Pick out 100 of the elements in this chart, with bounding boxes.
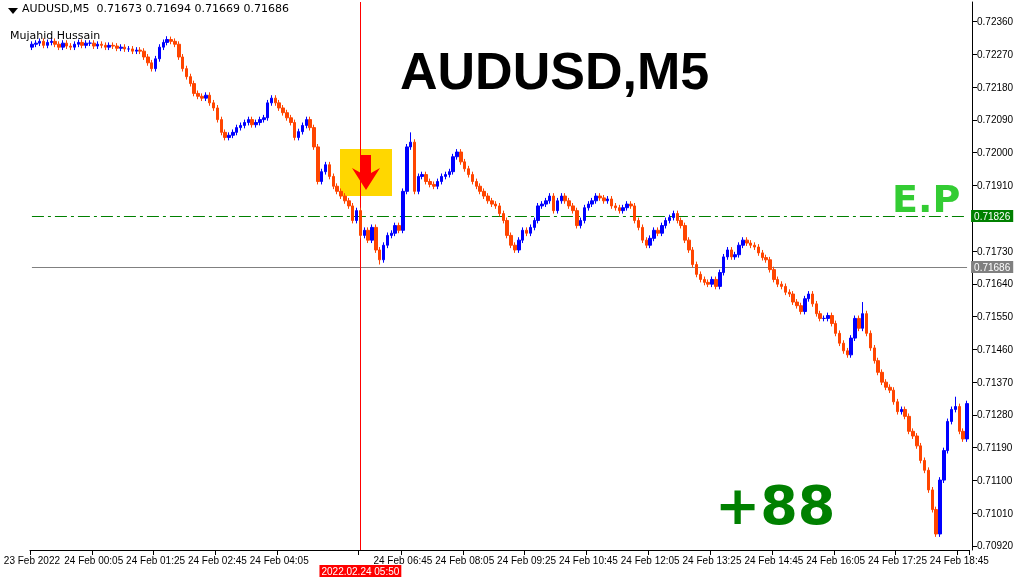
candlestick xyxy=(749,239,752,249)
candlestick xyxy=(355,207,358,224)
candlestick xyxy=(359,207,362,239)
candlestick xyxy=(826,312,830,322)
candlestick xyxy=(672,210,675,221)
candlestick xyxy=(200,92,204,102)
candlestick xyxy=(111,41,115,50)
candlestick xyxy=(606,195,609,205)
candlestick xyxy=(598,192,602,202)
annotation: E.P xyxy=(892,177,961,221)
y-tick-label: 0.71910 xyxy=(977,180,1014,192)
candlestick xyxy=(482,187,486,200)
candlestick xyxy=(80,39,84,49)
candlestick xyxy=(857,315,861,332)
candlestick xyxy=(436,178,439,190)
x-tick-label: 24 Feb 18:45 xyxy=(929,554,990,566)
candlestick xyxy=(656,226,660,237)
y-tick-label: 0.71010 xyxy=(977,507,1014,519)
candlestick xyxy=(115,42,119,52)
candlestick xyxy=(258,116,262,126)
candlestick xyxy=(165,35,169,46)
candlestick xyxy=(84,39,88,49)
candlestick xyxy=(57,40,61,51)
candlestick xyxy=(440,173,443,185)
x-tick-label: 24 Feb 04:05 xyxy=(249,554,310,566)
candlestick xyxy=(563,192,567,205)
candlestick xyxy=(370,223,374,244)
candlestick xyxy=(478,182,482,195)
candlestick xyxy=(61,39,65,51)
candlestick xyxy=(730,246,733,261)
candlestick xyxy=(791,290,795,306)
candlestick xyxy=(274,94,277,107)
candlestick xyxy=(660,222,664,237)
candlestick xyxy=(625,200,629,212)
candlestick xyxy=(247,116,250,126)
candlestick xyxy=(676,210,679,224)
candlestick xyxy=(208,91,211,107)
y-tick-label: 0.72270 xyxy=(977,48,1014,60)
candlestick xyxy=(714,276,718,290)
candlestick xyxy=(131,45,134,55)
candlestick xyxy=(706,278,710,288)
candlestick xyxy=(73,40,76,51)
y-tick-label: 0.72000 xyxy=(977,147,1014,159)
annotation: AUDUSD,M5 0.71673 0.71694 0.71669 0.71686 xyxy=(22,2,289,15)
y-tick-label: 0.72360 xyxy=(977,16,1014,28)
candlestick xyxy=(417,173,420,195)
candlestick xyxy=(96,40,99,50)
candlestick xyxy=(339,187,343,200)
candlestick xyxy=(397,222,401,234)
candlestick xyxy=(123,43,126,53)
x-tick-label: 24 Feb 01:25 xyxy=(126,554,186,566)
candlestick xyxy=(784,282,787,296)
y-tick-label: 0.71460 xyxy=(977,343,1014,355)
x-tick-label: 24 Feb 02:45 xyxy=(187,554,248,566)
y-tick-label: 0.71190 xyxy=(977,442,1013,454)
x-tick-label: 24 Feb 14:45 xyxy=(744,554,804,566)
ref-line-label: 0.71686 xyxy=(974,261,1011,273)
y-tick-label: 0.70920 xyxy=(977,540,1014,552)
x-tick-label: 24 Feb 13:25 xyxy=(682,554,742,566)
x-tick-label: 24 Feb 17:25 xyxy=(868,554,928,566)
candlestick xyxy=(590,197,594,208)
candlestick xyxy=(285,109,289,122)
candlestick xyxy=(548,192,551,205)
candlestick xyxy=(107,41,111,51)
candlestick xyxy=(757,243,760,257)
x-tick-label: 23 Feb 2022 xyxy=(3,554,61,566)
candlestick xyxy=(583,204,586,224)
candlestick xyxy=(432,181,436,190)
candlestick xyxy=(69,42,72,51)
y-tick-label: 0.71370 xyxy=(977,376,1014,388)
candlestick xyxy=(30,40,34,51)
candlestick xyxy=(610,195,613,210)
candlestick xyxy=(618,204,621,215)
candlestick xyxy=(444,171,447,180)
y-tick-label: 0.72180 xyxy=(977,81,1014,93)
candlestick xyxy=(243,119,246,129)
candlestick xyxy=(486,192,490,205)
y-tick-label: 0.71730 xyxy=(977,245,1014,257)
candlestick xyxy=(602,194,606,205)
y-tick-label: 0.71640 xyxy=(977,278,1014,290)
candlestick xyxy=(413,138,416,195)
candlestick xyxy=(861,301,864,332)
candlestick xyxy=(556,197,559,215)
candlestick xyxy=(710,276,714,288)
x-tick-label: 24 Feb 06:45 xyxy=(373,554,433,566)
candlestick xyxy=(254,119,258,129)
candlestick xyxy=(900,406,903,416)
y-tick-label: 0.72090 xyxy=(977,114,1014,126)
candlestick xyxy=(65,39,68,50)
candlestick xyxy=(575,207,579,229)
candlestick xyxy=(803,295,807,315)
candlestick xyxy=(231,128,235,139)
x-tick-label: 24 Feb 12:05 xyxy=(620,554,681,566)
candlestick xyxy=(100,40,103,49)
candlestick xyxy=(281,104,285,117)
candlestick xyxy=(393,222,397,237)
candlestick xyxy=(544,197,548,208)
candlestick xyxy=(77,39,80,48)
candlestick xyxy=(235,124,238,136)
candlestick xyxy=(34,39,38,48)
